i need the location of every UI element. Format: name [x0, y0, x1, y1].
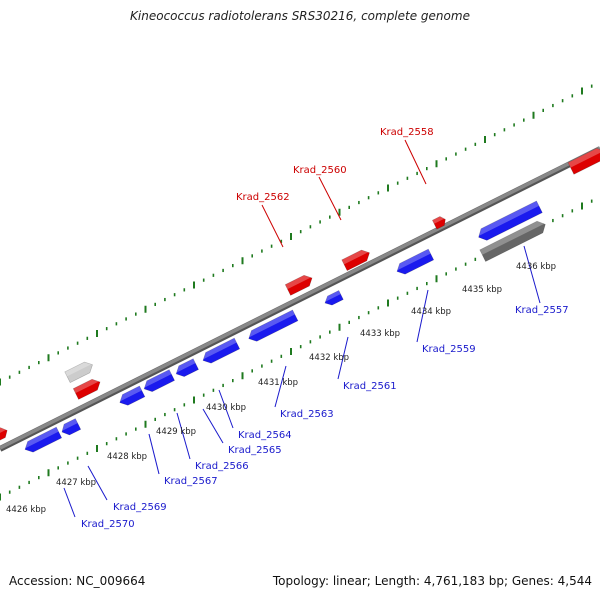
kbp-label: 4436 kbp	[516, 262, 556, 272]
leader-line	[318, 176, 342, 221]
gene-labels: Krad_2562 Krad_2560 Krad_2558 Krad_2570 Krad…	[81, 127, 569, 530]
leader-line	[176, 412, 191, 460]
gene-reverse[interactable]	[246, 309, 299, 344]
gene-forward[interactable]	[341, 247, 372, 272]
gene-label[interactable]: Krad_2559	[422, 344, 476, 355]
leader-line	[274, 365, 287, 408]
gene-reverse[interactable]	[141, 369, 175, 395]
gene-label[interactable]: Krad_2557	[515, 305, 569, 316]
gene-reverse[interactable]	[59, 418, 82, 438]
gene-forward[interactable]	[431, 215, 447, 230]
kbp-label: 4431 kbp	[258, 378, 298, 388]
accession-text: Accession: NC_009664	[9, 574, 146, 588]
gene-reverse[interactable]	[200, 337, 241, 366]
gene-reverse[interactable]	[323, 290, 344, 308]
kbp-label: 4426 kbp	[6, 505, 46, 515]
kbp-label: 4429 kbp	[156, 427, 196, 437]
genome-backbone	[0, 146, 600, 452]
gene-label[interactable]: Krad_2570	[81, 519, 135, 530]
kbp-label: 4435 kbp	[462, 285, 502, 295]
gene-label[interactable]: Krad_2558	[380, 127, 434, 138]
upper-scale-ticks	[0, 84, 593, 386]
gene-reverse[interactable]	[22, 426, 63, 455]
kbp-label: 4434 kbp	[411, 307, 451, 317]
gene-label[interactable]: Krad_2560	[293, 165, 347, 176]
gene-label[interactable]: Krad_2565	[228, 445, 282, 456]
gene-label[interactable]: Krad_2563	[280, 409, 334, 420]
gene-label[interactable]: Krad_2562	[236, 192, 290, 203]
kbp-label: 4427 kbp	[56, 478, 96, 488]
gene-features	[0, 146, 600, 455]
leader-line	[416, 289, 429, 343]
gene-selected[interactable]	[479, 219, 548, 262]
gene-forward[interactable]	[0, 426, 10, 443]
lower-scale-ticks	[0, 199, 593, 501]
gene-forward[interactable]	[72, 377, 103, 400]
leader-line	[63, 487, 76, 518]
kbp-label: 4428 kbp	[107, 452, 147, 462]
gene-label[interactable]: Krad_2569	[113, 502, 167, 513]
gene-unlabeled[interactable]	[64, 359, 95, 384]
genome-summary-text: Topology: linear; Length: 4,761,183 bp; …	[272, 574, 592, 588]
kbp-label: 4432 kbp	[309, 353, 349, 363]
gene-label[interactable]: Krad_2561	[343, 381, 397, 392]
leader-line	[523, 245, 541, 304]
gene-forward[interactable]	[284, 273, 315, 296]
gene-reverse[interactable]	[394, 248, 435, 277]
leader-line	[337, 336, 349, 380]
gene-label[interactable]: Krad_2566	[195, 461, 249, 472]
leader-line	[148, 433, 160, 475]
gene-label[interactable]: Krad_2564	[238, 430, 292, 441]
backbone-line-highlight	[0, 146, 600, 450]
kbp-label: 4430 kbp	[206, 403, 246, 413]
label-leader-lines	[63, 139, 541, 518]
leader-line	[261, 204, 284, 248]
leader-line	[218, 389, 234, 429]
gene-reverse[interactable]	[117, 385, 146, 408]
gene-label[interactable]: Krad_2567	[164, 476, 218, 487]
kbp-labels: 4426 kbp 4427 kbp 4428 kbp 4429 kbp 4430 kbp…	[6, 262, 556, 515]
gene-reverse[interactable]	[476, 200, 543, 243]
leader-line	[202, 408, 224, 444]
kbp-label: 4433 kbp	[360, 329, 400, 339]
genome-title: Kineococcus radiotolerans SRS30216, comp…	[130, 9, 470, 23]
gene-reverse[interactable]	[173, 358, 199, 380]
leader-line	[404, 139, 427, 185]
gene-forward[interactable]	[567, 146, 600, 175]
leader-line	[87, 465, 108, 501]
